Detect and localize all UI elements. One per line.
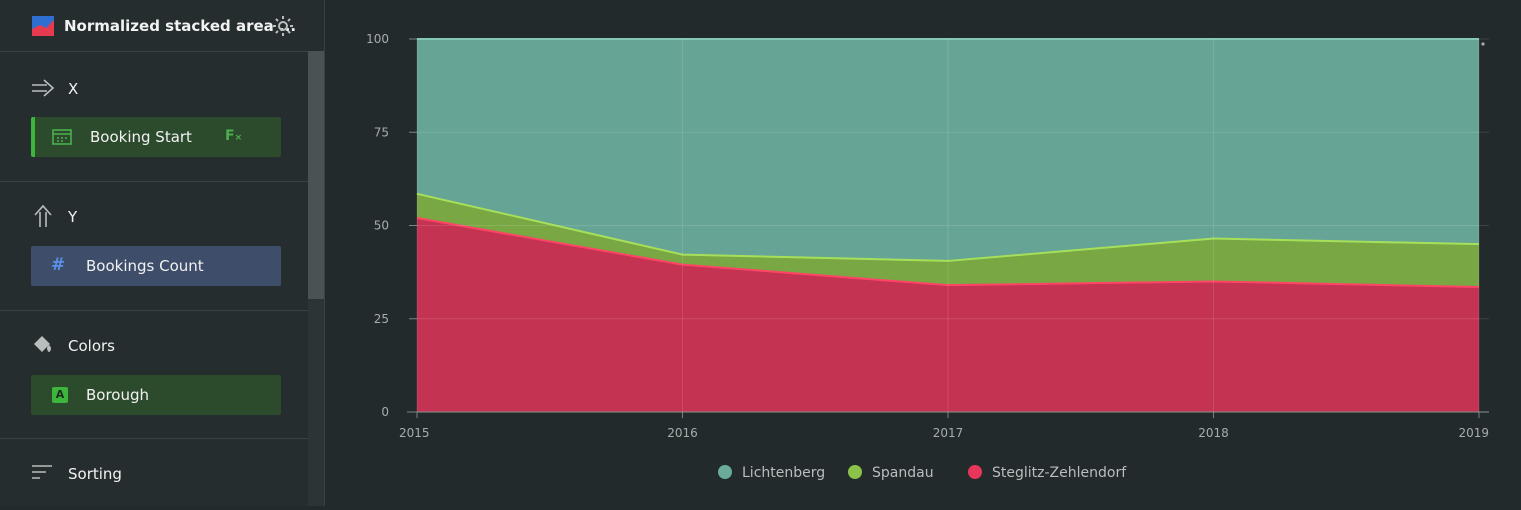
stacked-area-chart-icon — [32, 16, 54, 36]
sidebar-scroll-thumb[interactable] — [308, 51, 324, 299]
colors-label: Colors — [68, 337, 115, 355]
legend-label: Lichtenberg — [742, 465, 825, 481]
line-spandau — [416, 192, 1480, 262]
legend-swatch — [968, 465, 982, 479]
y-tick-label: 25 — [374, 312, 389, 326]
sorting-label: Sorting — [68, 465, 122, 483]
grid — [416, 38, 1489, 413]
y-tick-label: 0 — [381, 405, 389, 419]
legend-label: Steglitz-Zehlendorf — [992, 465, 1127, 481]
series-lines — [416, 38, 1480, 289]
x-axis-section: X Booking Start F× — [0, 52, 308, 182]
sorting-section[interactable]: Sorting — [0, 439, 308, 506]
line-steglitz-zehlendorf — [416, 217, 1480, 289]
area-lichtenberg[interactable] — [417, 39, 1479, 261]
axes: 0 25 50 75 100 2015 2016 2017 2018 2019 — [366, 32, 1489, 440]
series-areas[interactable] — [417, 39, 1479, 412]
y-tick-label: 50 — [374, 219, 389, 233]
y-tick-label: 75 — [374, 125, 389, 139]
gear-icon[interactable] — [271, 14, 295, 38]
stacked-area-chart[interactable]: 0 25 50 75 100 2015 2016 2017 2018 2019 Lichtenbe… — [325, 0, 1521, 506]
x-tick-label: 2019 — [1458, 426, 1489, 440]
y-tick-label: 100 — [366, 32, 389, 46]
legend-label: Spandau — [872, 465, 934, 481]
y-axis-section: Y # Bookings Count — [0, 182, 308, 311]
colors-field-pill[interactable]: A Borough — [31, 375, 281, 415]
sorting-icon — [32, 465, 52, 479]
text-type-icon: A — [52, 387, 68, 403]
chart-area: 0 25 50 75 100 2015 2016 2017 2018 2019 Lichtenbe… — [325, 0, 1521, 506]
x-tick-label: 2016 — [667, 426, 698, 440]
legend-item[interactable]: Steglitz-Zehlendorf — [968, 465, 1127, 481]
area-steglitz-zehlendorf[interactable] — [417, 218, 1479, 412]
more-dot-icon[interactable] — [1481, 42, 1485, 46]
legend-item[interactable]: Spandau — [848, 465, 934, 481]
y-field-name: Bookings Count — [86, 257, 204, 275]
x-axis-label: X — [68, 80, 79, 98]
legend[interactable]: Lichtenberg Spandau Steglitz-Zehlendorf — [718, 465, 1127, 481]
calendar-icon — [52, 129, 72, 145]
sidebar: Normalized stacked area ... X Booking St… — [0, 0, 325, 506]
paint-bucket-icon — [34, 336, 51, 352]
y-field-pill[interactable]: # Bookings Count — [31, 246, 281, 286]
x-tick-label: 2017 — [933, 426, 964, 440]
colors-section: Colors A Borough — [0, 311, 308, 439]
arrow-right-icon — [32, 79, 55, 97]
hash-icon: # — [51, 255, 66, 275]
legend-swatch — [718, 465, 732, 479]
colors-field-name: Borough — [86, 386, 150, 404]
x-field-name: Booking Start — [90, 128, 192, 146]
y-axis-label: Y — [68, 208, 78, 226]
x-tick-label: 2015 — [399, 426, 430, 440]
legend-item[interactable]: Lichtenberg — [718, 465, 825, 481]
chart-title[interactable]: Normalized stacked area ... — [64, 17, 297, 35]
x-tick-label: 2018 — [1198, 426, 1229, 440]
legend-swatch — [848, 465, 862, 479]
x-field-pill[interactable]: Booking Start F× — [31, 117, 281, 157]
sidebar-header: Normalized stacked area ... — [0, 0, 324, 52]
arrow-up-icon — [34, 204, 52, 227]
formula-icon[interactable]: F× — [225, 128, 243, 144]
